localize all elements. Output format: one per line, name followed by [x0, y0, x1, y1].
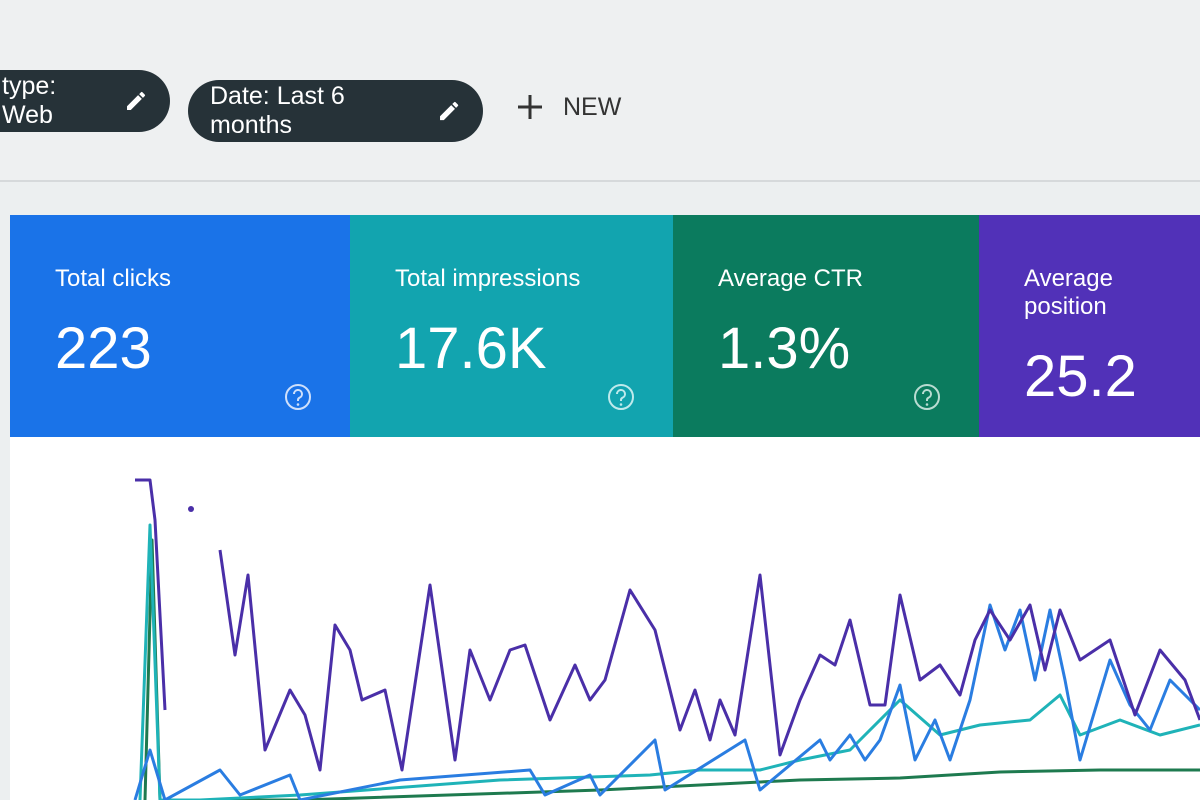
metric-cards: Total clicks 223 Total impressions 17.6K… [10, 215, 1200, 437]
filter-bar: type: Web Date: Last 6 months NEW [0, 0, 1200, 182]
help-icon[interactable] [284, 383, 312, 411]
edit-icon [126, 91, 145, 111]
filter-label: Date: Last 6 months [210, 82, 345, 139]
chart-line [138, 523, 1200, 800]
metric-value: 223 [55, 316, 152, 381]
metric-label: Total impressions [395, 265, 581, 292]
help-icon[interactable] [913, 383, 941, 411]
help-icon[interactable] [607, 383, 635, 411]
chart-line [218, 549, 1200, 772]
performance-chart [10, 437, 1200, 800]
plus-icon [518, 95, 542, 119]
chart-line [143, 538, 1200, 800]
filter-chip[interactable]: type: Web [0, 70, 170, 132]
metric-card[interactable]: Total clicks 223 [10, 215, 350, 437]
metric-value: 25.2 [1024, 344, 1137, 409]
metric-label: Average CTR [718, 265, 863, 292]
chart-line [133, 603, 1200, 800]
new-filter-button[interactable]: NEW [515, 92, 621, 122]
metric-label: Average position [1024, 265, 1113, 320]
metric-card[interactable]: Average position 25.2 [979, 215, 1200, 437]
metric-card[interactable]: Total impressions 17.6K [350, 215, 673, 437]
new-label: NEW [563, 92, 622, 121]
chart-dot [188, 506, 194, 512]
filter-chip[interactable]: Date: Last 6 months [188, 80, 483, 142]
metric-card[interactable]: Average CTR 1.3% [673, 215, 979, 437]
edit-icon [439, 101, 458, 121]
metric-value: 17.6K [395, 316, 547, 381]
metric-label: Total clicks [55, 265, 172, 292]
chart-line [135, 478, 167, 711]
metric-value: 1.3% [718, 316, 851, 381]
filter-label: type: Web [2, 72, 57, 129]
